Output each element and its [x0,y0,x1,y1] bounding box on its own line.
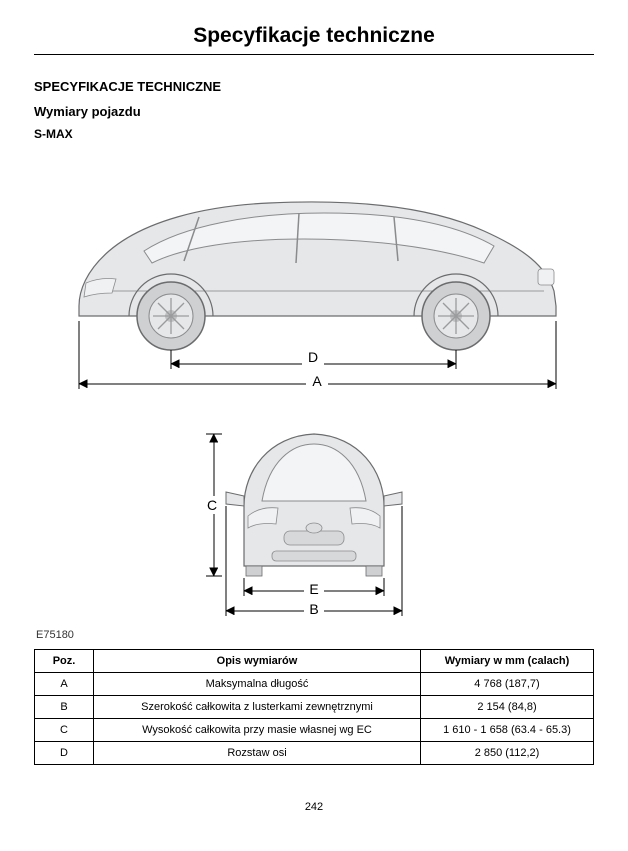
cell-value: 4 768 (187,7) [421,673,594,696]
front-badge [306,523,322,533]
dim-B-label: B [309,601,318,617]
col-header-value: Wymiary w mm (calach) [421,650,594,673]
table-row: A Maksymalna długość 4 768 (187,7) [35,673,594,696]
section-heading: SPECYFIKACJE TECHNICZNE [34,79,594,94]
front-wheel [137,282,205,350]
cell-value: 2 850 (112,2) [421,742,594,765]
mirror-right [384,492,402,506]
cell-value: 1 610 - 1 658 (63.4 - 65.3) [421,719,594,742]
col-header-poz: Poz. [35,650,94,673]
cell-desc: Wysokość całkowita przy masie własnej wg… [94,719,421,742]
cell-desc: Maksymalna długość [94,673,421,696]
cell-poz: B [35,696,94,719]
cell-desc: Szerokość całkowita z lusterkami zewnętr… [94,696,421,719]
table-row: B Szerokość całkowita z lusterkami zewnę… [35,696,594,719]
dim-A-label: A [312,373,322,389]
dim-C-label: C [207,497,217,513]
dimensions-table: Poz. Opis wymiarów Wymiary w mm (calach)… [34,649,594,765]
page-title: Specyfikacje techniczne [34,24,594,48]
diagram-svg: D D A [34,151,594,621]
vehicle-model: S-MAX [34,127,594,141]
table-row: C Wysokość całkowita przy masie własnej … [35,719,594,742]
cell-poz: C [35,719,94,742]
figure-id: E75180 [36,629,594,641]
page: Specyfikacje techniczne SPECYFIKACJE TEC… [0,0,628,833]
side-view [79,202,556,350]
page-number: 242 [34,801,594,813]
taillight [538,269,554,285]
cell-desc: Rozstaw osi [94,742,421,765]
front-tyre-left [246,566,262,576]
dim-E-label: E [309,581,318,597]
cell-poz: A [35,673,94,696]
cell-poz: D [35,742,94,765]
mirror-left [226,492,244,506]
dim-D-label-text: D [308,349,318,365]
front-view [226,434,402,576]
front-lower-intake [272,551,356,561]
vehicle-diagram: D D A [34,151,594,621]
table-header-row: Poz. Opis wymiarów Wymiary w mm (calach) [35,650,594,673]
front-tyre-right [366,566,382,576]
rear-wheel [422,282,490,350]
col-header-desc: Opis wymiarów [94,650,421,673]
cell-value: 2 154 (84,8) [421,696,594,719]
title-rule [34,54,594,55]
sub-heading: Wymiary pojazdu [34,104,594,119]
table-row: D Rozstaw osi 2 850 (112,2) [35,742,594,765]
